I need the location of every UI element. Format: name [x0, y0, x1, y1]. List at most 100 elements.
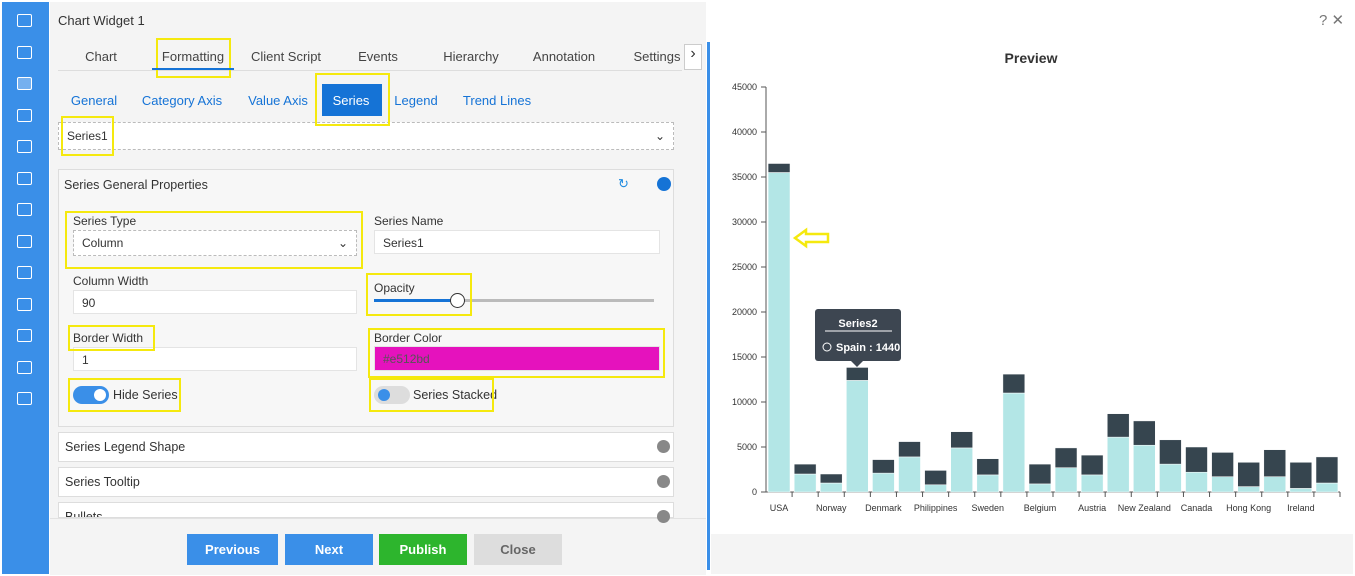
- label: Border Width: [73, 331, 144, 345]
- x-tick-label: USA: [770, 503, 789, 513]
- label: Opacity: [374, 281, 415, 295]
- y-tick-label: 30000: [732, 217, 757, 227]
- sidebar-icon[interactable]: [17, 266, 32, 279]
- tab-scroll[interactable]: ›: [684, 44, 702, 70]
- toggle-knob: [94, 389, 106, 401]
- tab[interactable]: Settings: [633, 49, 681, 64]
- help-icon[interactable]: ? ✕: [1319, 12, 1345, 29]
- x-tick-label: New Zealand: [1118, 503, 1171, 513]
- bar: [1263, 476, 1286, 493]
- bar: [1289, 462, 1313, 489]
- border-color[interactable]: #e512bd: [374, 346, 660, 371]
- collapsed-section[interactable]: Series Legend Shape: [58, 432, 674, 462]
- sidebar-icon[interactable]: [17, 203, 32, 216]
- tab-underline: [152, 68, 234, 70]
- subtab[interactable]: General: [70, 93, 118, 108]
- button[interactable]: Previous: [187, 534, 278, 565]
- slider-thumb[interactable]: [450, 293, 465, 308]
- tab[interactable]: Client Script: [250, 49, 322, 64]
- subtab[interactable]: Category Axis: [141, 93, 223, 108]
- bar: [1002, 373, 1026, 394]
- toggle-knob: [378, 389, 390, 401]
- bar: [1315, 482, 1339, 493]
- tab[interactable]: Formatting: [161, 49, 225, 64]
- bar: [1080, 454, 1104, 476]
- divider: [707, 42, 710, 570]
- bar: [924, 484, 947, 493]
- sidebar-icon[interactable]: [17, 392, 32, 405]
- x-tick-label: Ireland: [1287, 503, 1315, 513]
- subtab[interactable]: Series: [332, 93, 370, 108]
- sidebar-icon[interactable]: [17, 77, 32, 90]
- bar: [1237, 486, 1260, 493]
- tab[interactable]: Hierarchy: [443, 49, 499, 64]
- bar: [924, 470, 947, 486]
- bar: [1054, 467, 1078, 493]
- subtab[interactable]: Value Axis: [248, 93, 308, 108]
- hide-series-toggle[interactable]: [73, 386, 109, 404]
- bar: [1133, 420, 1156, 446]
- bar: [1107, 436, 1130, 493]
- bar: [846, 380, 869, 493]
- tab[interactable]: Chart: [85, 49, 117, 64]
- sidebar-icon[interactable]: [17, 171, 32, 185]
- expand-icon: [657, 440, 670, 453]
- bar: [1263, 449, 1286, 477]
- label: Border Color: [374, 331, 443, 345]
- button[interactable]: Close: [474, 534, 562, 565]
- bar: [1185, 446, 1208, 473]
- label: Series Stacked: [413, 388, 498, 402]
- bar: [1315, 456, 1339, 484]
- refresh-icon[interactable]: ↻: [618, 176, 629, 191]
- sidebar-icon[interactable]: [17, 234, 32, 248]
- sidebar-icon[interactable]: [17, 329, 32, 342]
- tooltip-title: Series2: [838, 318, 877, 330]
- series-stacked-toggle[interactable]: [374, 386, 410, 404]
- sidebar-icon[interactable]: [17, 140, 32, 153]
- series-name[interactable]: Series1: [374, 230, 660, 254]
- sidebar-icon[interactable]: [17, 45, 32, 59]
- y-tick-label: 5000: [737, 442, 757, 452]
- sidebar-icon[interactable]: [17, 108, 32, 122]
- x-tick-label: Denmark: [865, 503, 902, 513]
- collapse-icon[interactable]: [657, 177, 671, 191]
- footer: [50, 518, 706, 575]
- border-width[interactable]: 1: [73, 347, 357, 371]
- bar: [1080, 474, 1104, 493]
- sidebar-icon[interactable]: [17, 360, 32, 374]
- tab[interactable]: Events: [358, 49, 398, 64]
- y-tick-label: 35000: [732, 172, 757, 182]
- subtab[interactable]: Legend: [394, 93, 438, 108]
- bar: [1185, 471, 1208, 493]
- y-tick-label: 45000: [732, 82, 757, 92]
- bar: [1211, 452, 1234, 477]
- subtab[interactable]: Trend Lines: [462, 93, 532, 108]
- button[interactable]: Publish: [379, 534, 467, 565]
- sidebar-icon[interactable]: [17, 297, 32, 311]
- button[interactable]: Next: [285, 534, 373, 565]
- label: Hide Series: [113, 388, 178, 402]
- label: Series Name: [374, 214, 444, 228]
- y-tick-label: 20000: [732, 307, 757, 317]
- column-width[interactable]: 90: [73, 290, 357, 314]
- bar: [1159, 439, 1182, 465]
- collapsed-section[interactable]: Series Tooltip: [58, 467, 674, 497]
- y-tick-label: 25000: [732, 262, 757, 272]
- bar: [1237, 462, 1260, 487]
- series-select[interactable]: Series1 ⌄: [58, 122, 674, 150]
- active-subtab-bg: [322, 84, 382, 116]
- bar: [1002, 392, 1026, 493]
- tab[interactable]: Annotation: [532, 49, 596, 64]
- bar: [1159, 463, 1182, 493]
- bar: [1211, 476, 1234, 493]
- sidebar-icon[interactable]: [17, 14, 32, 27]
- collapsed-section[interactable]: Bullets: [58, 502, 674, 518]
- bar: [976, 474, 999, 493]
- series-type[interactable]: Column ⌄: [73, 230, 357, 256]
- expand-icon: [657, 475, 670, 488]
- sidebar: [2, 2, 49, 574]
- bar: [793, 473, 817, 493]
- section-title: Series General Properties: [64, 178, 208, 192]
- x-tick-label: Canada: [1181, 503, 1213, 513]
